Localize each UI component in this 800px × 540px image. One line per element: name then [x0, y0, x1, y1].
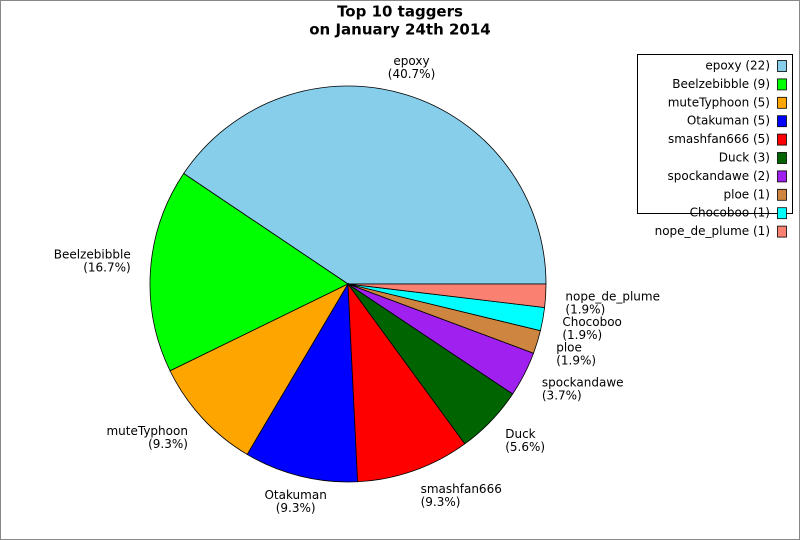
slice-label: nope_de_plume — [565, 289, 660, 303]
slice-value-label: (5.6%) — [505, 440, 545, 454]
pie-slice — [347, 283, 547, 308]
legend-label: Chocoboo (1) — [690, 206, 770, 220]
legend-swatch — [777, 188, 787, 201]
legend-swatch — [777, 170, 787, 183]
pie-slice — [149, 172, 349, 372]
legend-label: smashfan666 (5) — [668, 132, 770, 146]
slice-label: Beelzebibble — [54, 248, 131, 262]
legend-swatch — [777, 152, 787, 164]
slice-label: epoxy — [393, 54, 429, 68]
legend-label: spockandawe (2) — [668, 169, 771, 183]
slice-value-label: (3.7%) — [542, 389, 582, 403]
legend-label: nope_de_plume (1) — [655, 224, 770, 238]
legend-label: Beelzebibble (9) — [672, 77, 770, 91]
slice-label: Chocoboo — [562, 315, 622, 329]
slice-value-label: (9.3%) — [421, 495, 461, 509]
slice-value-label: (1.9%) — [556, 353, 596, 367]
legend-swatch — [777, 78, 787, 91]
legend-label: epoxy (22) — [705, 59, 770, 73]
legend-box — [637, 54, 793, 214]
legend-label: ploe (1) — [724, 187, 771, 201]
slice-label: Otakuman — [264, 488, 326, 502]
slice-value-label: (40.7%) — [388, 67, 435, 81]
slice-label: smashfan666 — [421, 482, 502, 496]
pie-slice — [169, 283, 350, 455]
legend-swatch — [777, 115, 787, 128]
slice-label: spockandawe — [542, 376, 624, 390]
legend-swatch — [777, 207, 787, 220]
slice-value-label: (16.7%) — [83, 261, 130, 275]
pie-slice — [183, 85, 547, 285]
legend-swatch — [777, 225, 787, 238]
legend-swatch — [777, 96, 787, 109]
legend-swatch — [777, 133, 787, 146]
chart-title: Top 10 taggers — [337, 3, 463, 21]
chart-subtitle: on January 24th 2014 — [309, 21, 490, 39]
slice-value-label: (1.9%) — [562, 328, 602, 342]
legend-swatch — [777, 60, 787, 72]
pie-slice — [246, 282, 359, 483]
legend-label: Otakuman (5) — [687, 114, 770, 128]
slice-label: muteTyphoon — [106, 424, 187, 438]
legend-label: Duck (3) — [719, 151, 770, 165]
legend-label: muteTyphoon (5) — [668, 95, 770, 109]
pie-slice — [347, 282, 466, 483]
slice-value-label: (1.9%) — [565, 302, 605, 316]
slice-label: Duck — [505, 427, 535, 441]
slice-value-label: (9.3%) — [276, 501, 316, 515]
slice-label: ploe — [556, 340, 582, 354]
slice-value-label: (9.3%) — [148, 437, 188, 451]
